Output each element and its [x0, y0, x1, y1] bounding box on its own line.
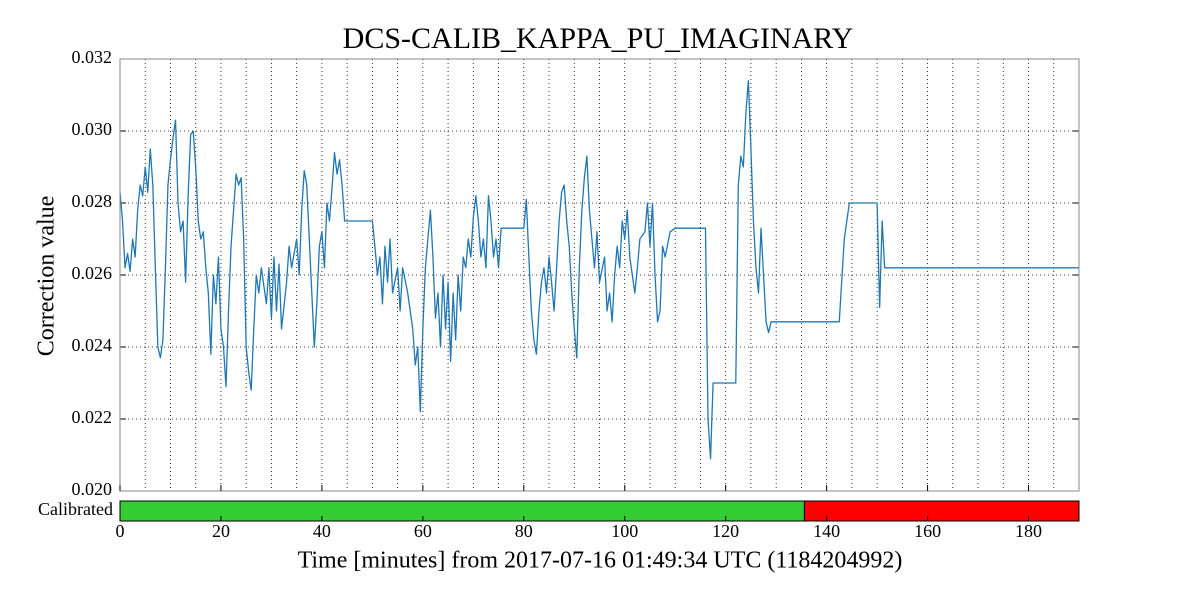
plot-frame: [119, 58, 1080, 492]
segment-label: Calibrated: [38, 499, 113, 519]
chart-title: DCS-CALIB_KAPPA_PU_IMAGINARY: [343, 22, 854, 55]
x-tick-label: 20: [212, 521, 230, 541]
y-tick-label: 0.026: [72, 263, 113, 283]
x-tick-label: 180: [1015, 521, 1042, 541]
x-tick-label: 100: [611, 521, 638, 541]
x-tick-label: 60: [414, 521, 432, 541]
segment: [119, 500, 805, 522]
y-axis-label: Correction value: [34, 196, 60, 357]
y-tick-label: 0.028: [72, 191, 113, 211]
x-tick-label: 40: [313, 521, 331, 541]
x-tick-label: 0: [116, 521, 125, 541]
segment: [803, 500, 1080, 522]
y-tick-label: 0.030: [72, 119, 113, 139]
y-tick-label: 0.020: [72, 479, 113, 499]
y-tick-label: 0.024: [72, 335, 113, 355]
y-tick-label: 0.032: [72, 47, 113, 67]
x-tick-label: 80: [515, 521, 533, 541]
x-tick-label: 140: [813, 521, 840, 541]
x-tick-label: 120: [712, 521, 739, 541]
x-tick-label: 160: [914, 521, 941, 541]
y-tick-label: 0.022: [72, 407, 113, 427]
x-axis-label: Time [minutes] from 2017-07-16 01:49:34 …: [298, 548, 903, 574]
data-line: [119, 79, 1079, 460]
